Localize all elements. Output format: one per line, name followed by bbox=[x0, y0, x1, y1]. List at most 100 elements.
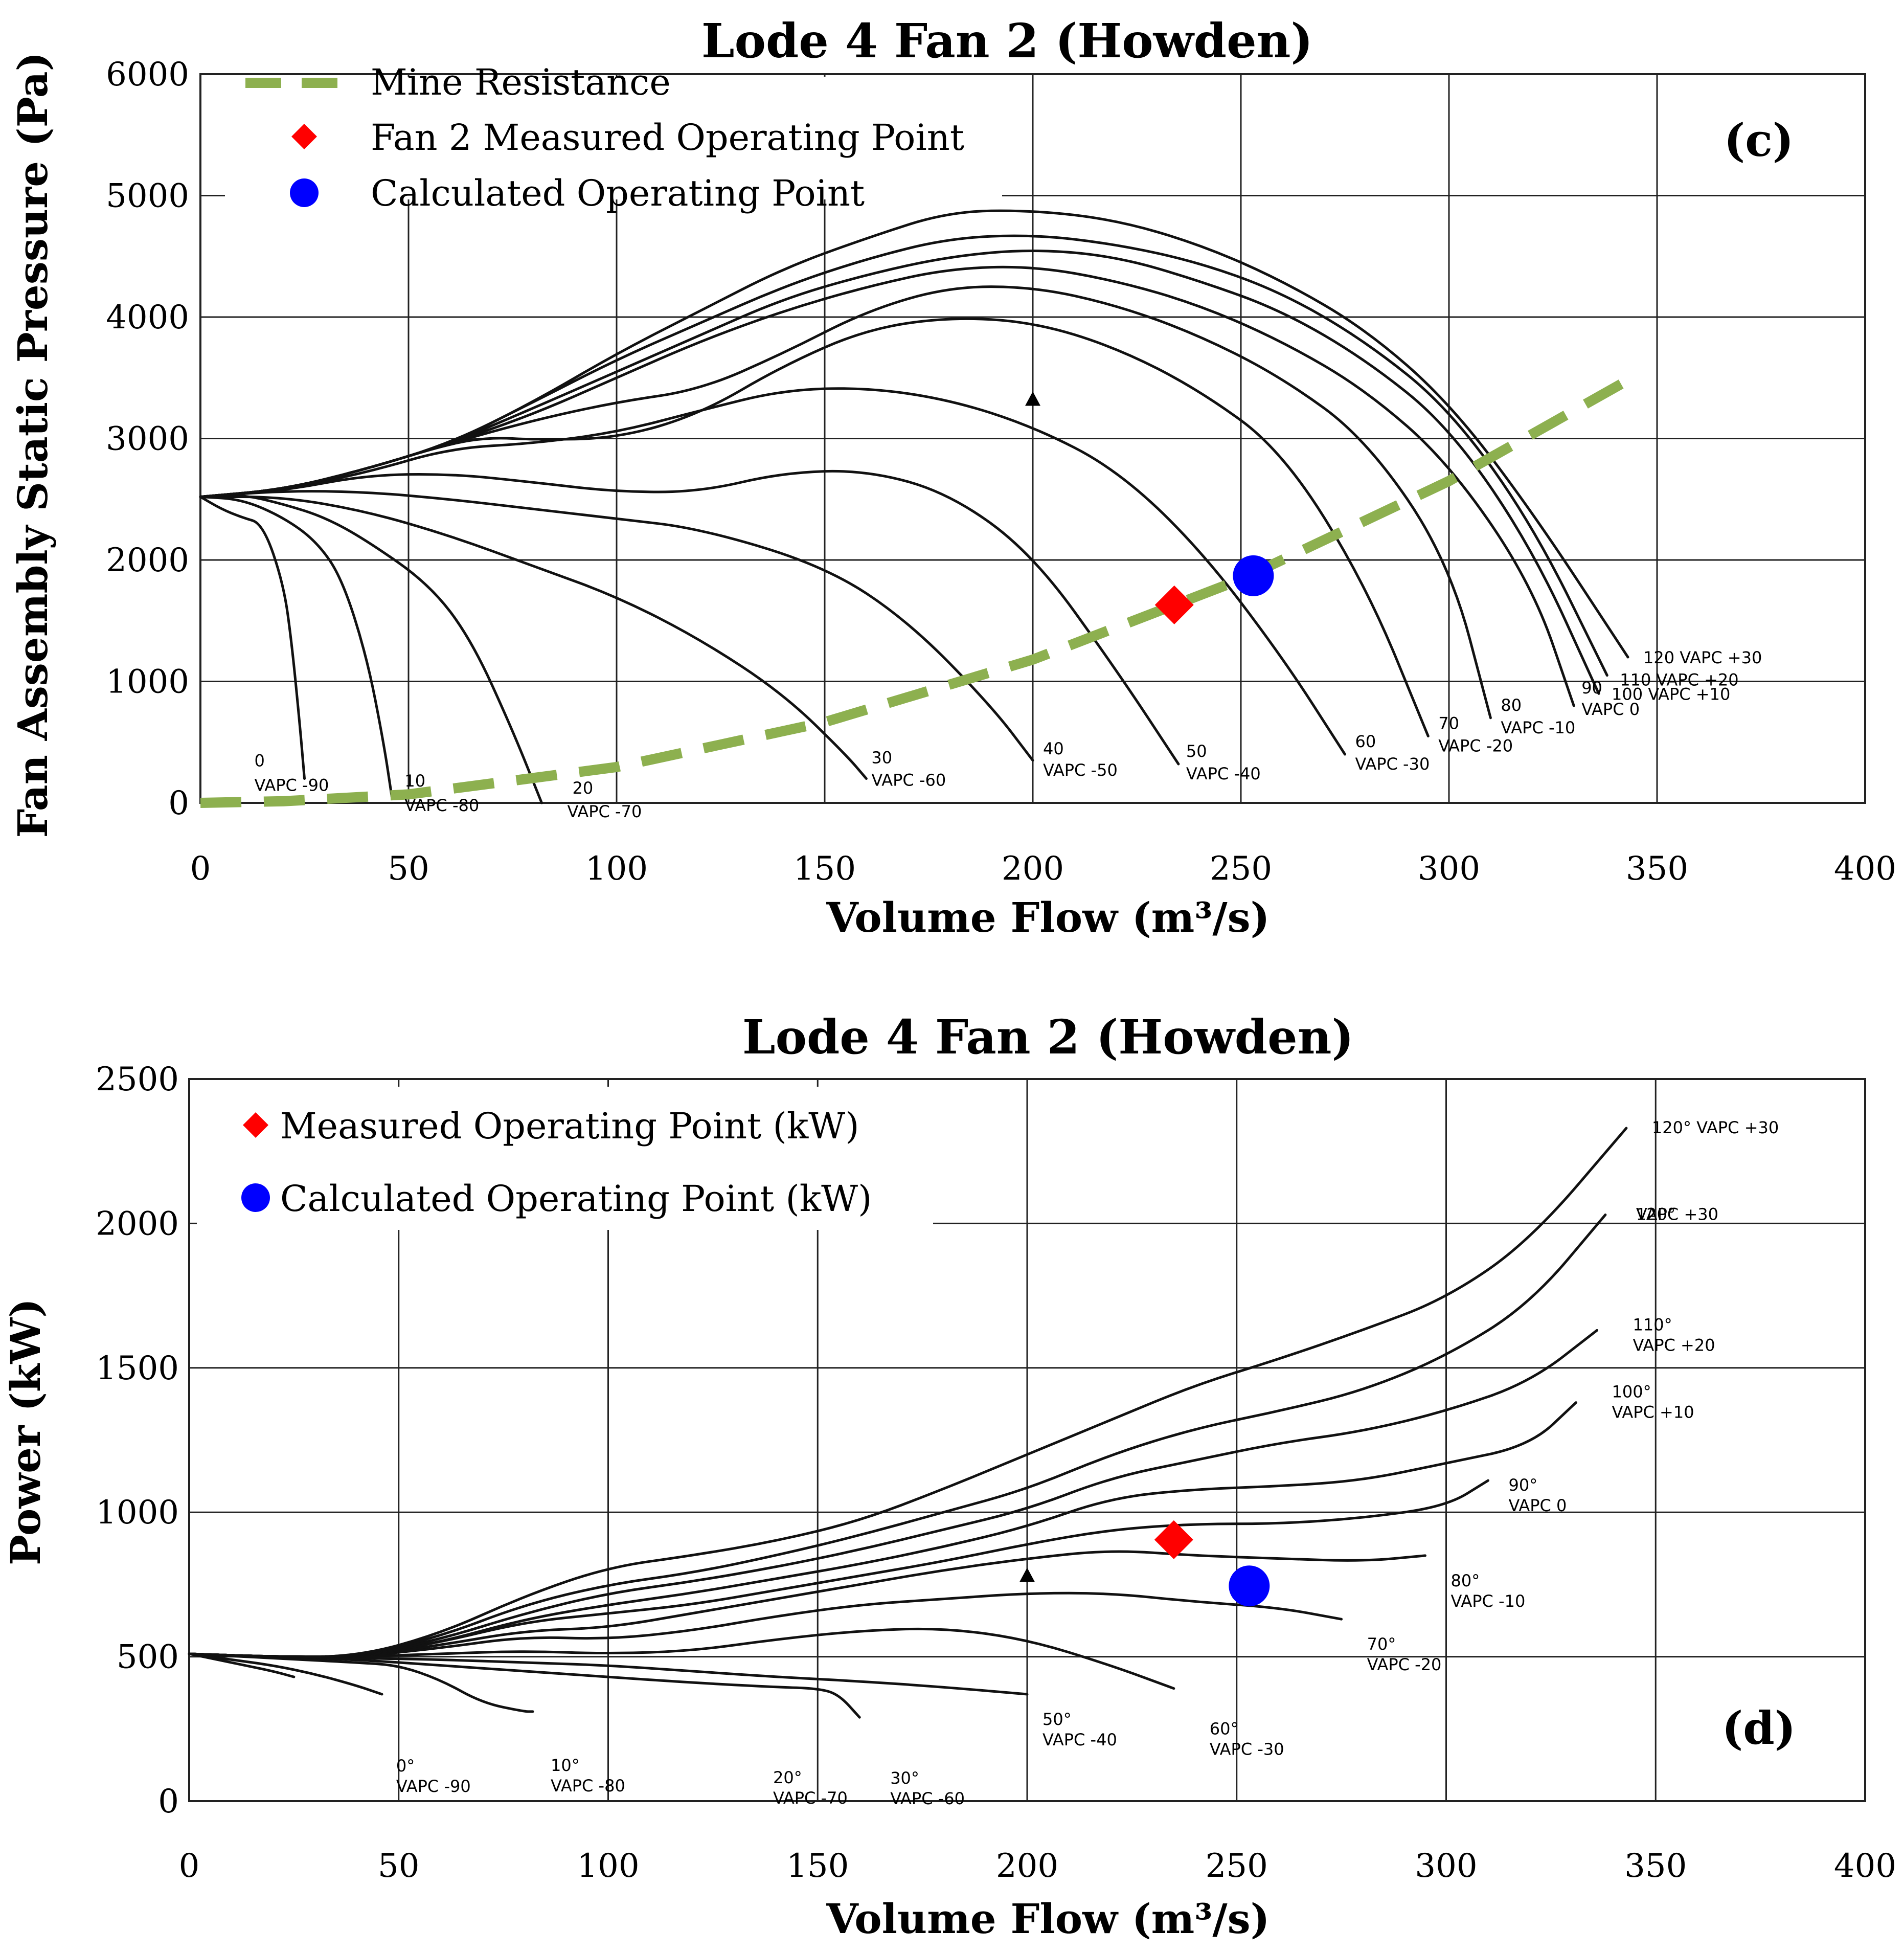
y-tick-label: 1000 bbox=[106, 663, 189, 701]
x-tick-label: 0 bbox=[179, 1847, 200, 1885]
fan-curve-label: 70 bbox=[1438, 713, 1459, 733]
triangle-marker bbox=[1025, 391, 1040, 406]
x-tick-label: 100 bbox=[577, 1847, 639, 1885]
legend-calculated-point: Calculated Operating Point bbox=[371, 172, 865, 214]
power-y-axis-title: Power (kW) bbox=[2, 1298, 50, 1565]
power-legend: Measured Operating Point (kW) Calculated… bbox=[197, 1087, 933, 1230]
y-tick-label: 2000 bbox=[106, 542, 189, 579]
fan-curve-label: 100° bbox=[1612, 1382, 1651, 1402]
fan-curve-label: 120° bbox=[1636, 1205, 1675, 1224]
fan-curve-label: VAPC -20 bbox=[1367, 1655, 1442, 1674]
x-tick-label: 100 bbox=[585, 850, 648, 888]
legend-measured-point: Fan 2 Measured Operating Point bbox=[371, 117, 964, 159]
y-tick-label: 500 bbox=[117, 1638, 179, 1676]
calculated-point-legend-circle bbox=[290, 178, 319, 207]
fan-curve-line bbox=[199, 496, 393, 798]
measured-power-legend-diamond bbox=[243, 1112, 268, 1138]
fan-curve-label: 80° bbox=[1451, 1571, 1480, 1590]
fan-curve-label: VAPC -10 bbox=[1501, 718, 1575, 737]
measured-point-legend-diamond bbox=[291, 124, 317, 149]
fan-curve-label: 30 bbox=[871, 748, 892, 768]
fan-curve-label: VAPC -70 bbox=[568, 802, 642, 821]
pressure-legend-box bbox=[225, 77, 1002, 199]
fan-curve-label: 80 bbox=[1501, 695, 1522, 715]
pressure-y-axis-title: Fan Assembly Static Pressure (Pa) bbox=[9, 52, 57, 838]
fan-curve-label: 20 bbox=[573, 778, 594, 798]
fan-curve-label: VAPC -30 bbox=[1355, 754, 1430, 774]
x-tick-label: 50 bbox=[378, 1847, 419, 1885]
fan-curve-label: VAPC -90 bbox=[255, 776, 329, 795]
x-tick-label: 150 bbox=[794, 850, 856, 888]
fan-curve-label: 10 bbox=[404, 771, 425, 791]
pressure-tick-labels: 0 50 100 150 200 250 300 350 4000100020003000400… bbox=[106, 56, 1896, 888]
power-curves bbox=[188, 1127, 1628, 1719]
y-tick-label: 2500 bbox=[96, 1061, 179, 1098]
fan-curve-line bbox=[199, 496, 306, 780]
pressure-chart: Lode 4 Fan 2 (Howden) 0 50 100 150 200 250 300… bbox=[9, 13, 1896, 941]
y-tick-label: 6000 bbox=[106, 56, 189, 94]
measured-operating-point bbox=[1154, 585, 1194, 624]
plot-frame bbox=[199, 73, 1866, 804]
fan-curve-line bbox=[188, 1214, 1607, 1658]
legend-calculated-power: Calculated Operating Point (kW) bbox=[280, 1178, 872, 1220]
fan-curve-line bbox=[199, 469, 1180, 766]
fan-curve-label: 120° VAPC +30 bbox=[1652, 1118, 1779, 1137]
x-tick-label: 200 bbox=[996, 1847, 1058, 1885]
power-chart: Lode 4 Fan 2 (Howden) 0 50 100 150 200 250 300… bbox=[2, 1009, 1896, 1943]
pressure-grid bbox=[199, 73, 1866, 804]
x-tick-label: 250 bbox=[1206, 1847, 1268, 1885]
fan-curve-label: VAPC -40 bbox=[1186, 764, 1261, 783]
calculated-operating-point bbox=[1229, 1565, 1270, 1607]
fan-curve-label: 50° bbox=[1042, 1710, 1072, 1729]
pressure-curves bbox=[199, 209, 1629, 804]
y-tick-label: 0 bbox=[158, 1783, 179, 1821]
y-tick-label: 4000 bbox=[106, 299, 189, 336]
fan-curve-label: VAPC -80 bbox=[551, 1776, 625, 1795]
fan-curve-line bbox=[188, 1591, 1343, 1658]
measured-operating-point bbox=[1154, 1520, 1193, 1559]
fan-curve-label: 40 bbox=[1043, 739, 1064, 758]
x-tick-label: 50 bbox=[388, 850, 429, 888]
power-chart-title: Lode 4 Fan 2 (Howden) bbox=[742, 1009, 1354, 1065]
x-tick-label: 400 bbox=[1834, 1847, 1896, 1885]
pressure-chart-title: Lode 4 Fan 2 (Howden) bbox=[701, 13, 1313, 69]
fan-curve-label: VAPC -60 bbox=[890, 1789, 965, 1808]
y-tick-label: 3000 bbox=[106, 420, 189, 458]
x-tick-label: 300 bbox=[1418, 850, 1480, 888]
fan-curve-line bbox=[199, 317, 1430, 737]
fan-curve-label: 70° bbox=[1367, 1634, 1396, 1654]
fan-curve-label: VAPC 0 bbox=[1509, 1496, 1567, 1515]
fan-curve-label: 110 VAPC +20 bbox=[1620, 670, 1738, 690]
x-tick-label: 350 bbox=[1624, 1847, 1687, 1885]
panel-label-c: (c) bbox=[1724, 114, 1794, 167]
fan-curve-label: 20° bbox=[773, 1768, 802, 1787]
y-tick-label: 1000 bbox=[96, 1494, 179, 1532]
power-tick-labels: 0 50 100 150 200 250 300 350 400 0 500 1000 1500 2000… bbox=[96, 1061, 1896, 1885]
fan-curve-label: VAPC -10 bbox=[1451, 1591, 1526, 1611]
fan-curve-label: 50 bbox=[1186, 742, 1207, 761]
fan-curve-label: 0° bbox=[396, 1756, 415, 1776]
x-tick-label: 150 bbox=[786, 1847, 849, 1885]
plot-frame bbox=[188, 1078, 1866, 1802]
fan-curve-label: 60 bbox=[1355, 732, 1376, 751]
fan-curve-line bbox=[199, 495, 868, 780]
fan-curve-label: 60° bbox=[1210, 1719, 1239, 1739]
fan-curve-label: VAPC +10 bbox=[1612, 1403, 1694, 1422]
pressure-legend: Mine Resistance Fan 2 Measured Operating… bbox=[225, 61, 1002, 214]
fan-curve-line bbox=[199, 209, 1629, 659]
pressure-points bbox=[1025, 391, 1274, 624]
x-tick-label: 300 bbox=[1415, 1847, 1477, 1885]
fan-curve-label: VAPC -50 bbox=[1043, 760, 1118, 780]
fan-curve-label: 110° bbox=[1633, 1315, 1672, 1334]
y-tick-label: 5000 bbox=[106, 177, 189, 215]
fan-curve-label: VAPC 0 bbox=[1581, 700, 1640, 719]
legend-measured-power: Measured Operating Point (kW) bbox=[280, 1105, 859, 1147]
fan-curve-line bbox=[199, 490, 1034, 762]
calculated-operating-point bbox=[1233, 555, 1274, 596]
pressure-x-axis-title: Volume Flow (m³/s) bbox=[826, 893, 1270, 941]
fan-curve-line bbox=[188, 1652, 383, 1696]
x-tick-label: 200 bbox=[1002, 850, 1064, 888]
mine-resistance-line bbox=[200, 373, 1635, 808]
x-tick-label: 350 bbox=[1626, 850, 1688, 888]
